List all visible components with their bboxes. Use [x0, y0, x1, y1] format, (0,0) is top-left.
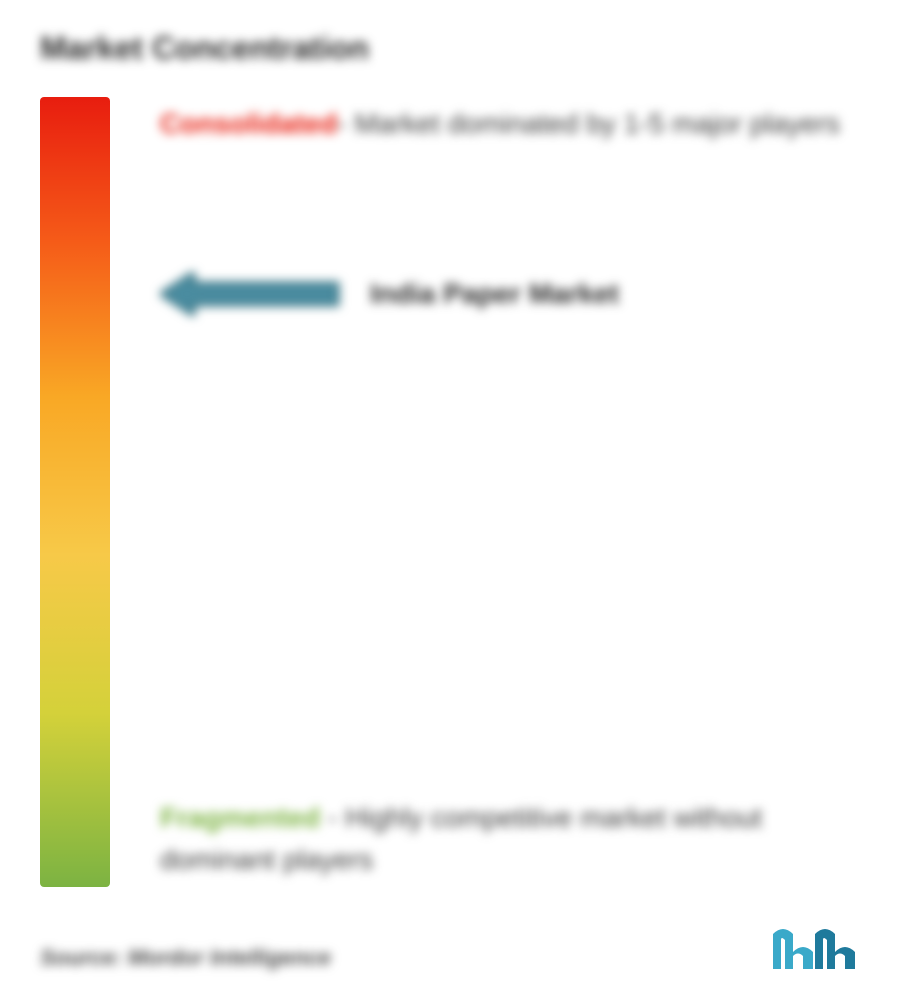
- concentration-gradient-bar: [40, 97, 110, 887]
- consolidated-label: Consolidated- Market dominated by 1-5 ma…: [160, 103, 866, 145]
- fragmented-label: Fragmented - Highly competitive market w…: [160, 797, 866, 881]
- market-name-label: India Paper Market: [370, 278, 619, 310]
- content-area: Consolidated- Market dominated by 1-5 ma…: [40, 97, 876, 887]
- consolidated-description: - Market dominated by 1-5 major players: [337, 108, 840, 139]
- brand-logo: [771, 924, 861, 979]
- arrow-left-icon: [160, 272, 340, 316]
- consolidated-highlight: Consolidated: [160, 108, 337, 139]
- text-column: Consolidated- Market dominated by 1-5 ma…: [110, 97, 876, 887]
- source-attribution: Source: Mordor Intelligence: [40, 945, 331, 971]
- fragmented-highlight: Fragmented: [160, 802, 320, 833]
- page-title: Market Concentration: [40, 30, 876, 67]
- market-pointer-row: India Paper Market: [160, 272, 866, 316]
